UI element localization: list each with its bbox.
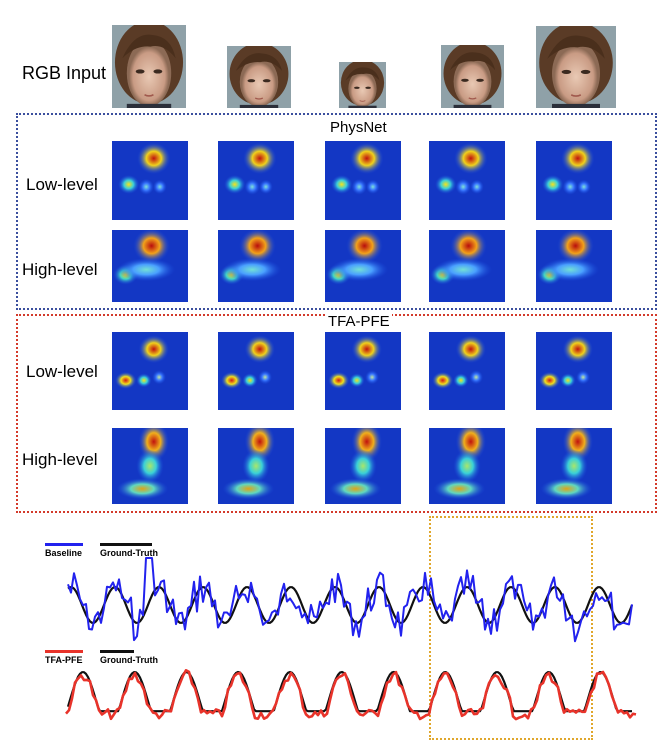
legend-line-ground-truth-2 <box>100 650 134 653</box>
heatmap-physnet-high-2 <box>218 230 294 302</box>
heatmap-physnet-low-4 <box>429 141 505 220</box>
heatmap-tfapfe-high-5 <box>536 428 612 504</box>
heatmap-tfapfe-low-2 <box>218 332 294 410</box>
ground-truth-trace-top <box>67 586 634 624</box>
heatmap-physnet-high-4 <box>429 230 505 302</box>
face-image-5 <box>536 26 616 108</box>
legend-line-baseline <box>45 543 83 546</box>
heatmap-physnet-low-2 <box>218 141 294 220</box>
baseline-trace <box>67 557 633 643</box>
row-label-physnet-high-level: High-level <box>22 260 98 279</box>
legend-label-ground-truth-1: Ground-Truth <box>100 548 158 558</box>
heatmap-physnet-low-3 <box>325 141 401 220</box>
legend-label-baseline: Baseline <box>45 548 83 558</box>
legend-line-tfapfe <box>45 650 83 653</box>
heatmap-tfapfe-low-1 <box>112 332 188 410</box>
physnet-panel <box>16 113 657 310</box>
face-image-3 <box>339 62 386 108</box>
face-image-1 <box>112 25 186 108</box>
face-image-2 <box>227 46 291 108</box>
face-image-4 <box>441 45 504 108</box>
physnet-title: PhysNet <box>328 119 389 136</box>
row-label-tfapfe-high-level: High-level <box>22 450 98 469</box>
legend-line-ground-truth-1 <box>100 543 152 546</box>
heatmap-physnet-low-1 <box>112 141 188 220</box>
heatmap-tfapfe-high-3 <box>325 428 401 504</box>
heatmap-physnet-high-5 <box>536 230 612 302</box>
row-label-tfapfe-low-level: Low-level <box>26 362 98 381</box>
heatmap-physnet-low-5 <box>536 141 612 220</box>
heatmap-tfapfe-low-5 <box>536 332 612 410</box>
row-label-rgb-input: RGB Input <box>22 63 107 83</box>
tfapfe-title: TFA-PFE <box>326 313 392 330</box>
heatmap-physnet-high-1 <box>112 230 188 302</box>
tfapfe-trace <box>65 669 637 721</box>
heatmap-tfapfe-high-4 <box>429 428 505 504</box>
heatmap-tfapfe-high-2 <box>218 428 294 504</box>
heatmap-tfapfe-high-1 <box>112 428 188 504</box>
legend-label-ground-truth-2: Ground-Truth <box>100 655 158 665</box>
highlight-box <box>429 516 593 740</box>
heatmap-physnet-high-3 <box>325 230 401 302</box>
heatmap-tfapfe-low-3 <box>325 332 401 410</box>
heatmap-tfapfe-low-4 <box>429 332 505 410</box>
row-label-physnet-low-level: Low-level <box>26 175 98 194</box>
legend-label-tfapfe: TFA-PFE <box>45 655 83 665</box>
